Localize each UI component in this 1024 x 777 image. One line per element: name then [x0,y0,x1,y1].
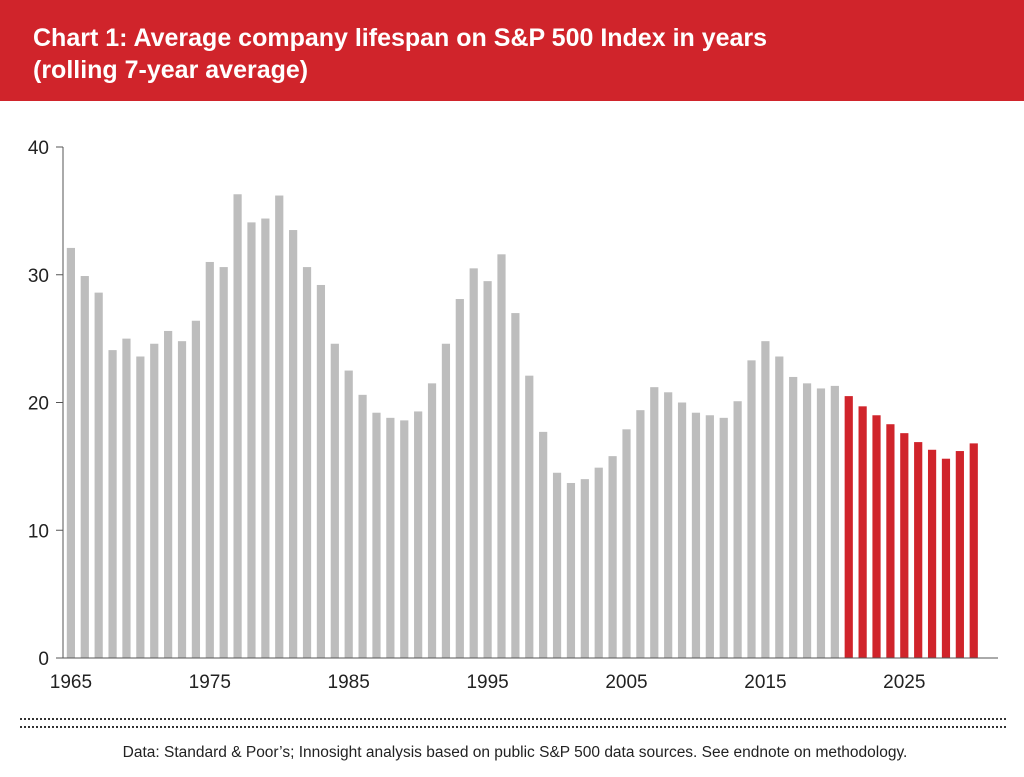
forecast-bar-2027 [927,449,937,658]
bar-1996 [497,254,506,658]
bar-2005 [622,429,631,658]
chart-subtitle: (rolling 7-year average) [33,56,309,84]
bar-1965 [66,247,75,659]
bar-1993 [455,299,464,658]
bar-2006 [636,410,645,658]
bar-2016 [775,356,784,658]
bar-2001 [566,482,576,658]
forecast-bar-2030 [969,443,978,658]
x-tick-label-1985: 1985 [328,672,370,693]
x-tick-label-2015: 2015 [744,672,786,693]
forecast-bar-2026 [914,442,923,658]
bar-1971 [150,343,159,658]
bar-1998 [525,375,534,658]
bar-1991 [427,383,437,658]
forecast-bar-2029 [955,451,964,658]
bar-1989 [400,420,409,658]
bar-2003 [594,467,603,658]
bar-2013 [733,401,742,658]
bar-1978 [247,222,256,658]
x-tick-label-1995: 1995 [466,672,508,693]
bar-1967 [94,292,103,658]
bar-2000 [552,472,562,658]
bar-2011 [705,415,714,658]
y-tick-label-10: 10 [28,521,49,542]
x-tick-label-1975: 1975 [189,672,231,693]
bar-2007 [650,387,659,658]
bar-2015 [761,341,770,658]
bar-chart: 0 10 20 30 40 1965 1975 1985 1995 2005 2015 2025 [28,138,998,693]
bar-1981 [289,230,298,659]
bar-2017 [789,376,798,658]
forecast-bar-2022 [858,406,867,658]
bar-2004 [608,456,617,658]
bar-1986 [358,394,367,658]
bar-1975 [205,261,214,658]
bar-2012 [719,417,728,658]
bar-1997 [511,313,520,658]
chart-title: Chart 1: Average company lifespan on S&P… [33,24,768,52]
bar-1979 [261,218,270,659]
bar-1974 [191,320,201,658]
y-tick-label-40: 40 [28,138,49,159]
bar-1970 [136,356,145,658]
footer-divider-bottom [20,726,1006,728]
bar-1973 [177,341,187,658]
bar-2002 [580,479,589,658]
bar-1969 [122,338,131,659]
bar-1980 [275,195,284,659]
bar-1992 [441,343,451,658]
bar-1994 [469,268,478,658]
forecast-bar-2025 [900,433,909,658]
bar-1982 [302,267,312,658]
bar-2020 [830,385,839,658]
bar-1995 [483,281,492,658]
x-tick-label-2005: 2005 [605,672,647,693]
x-tick-label-1965: 1965 [50,672,92,693]
footer-divider-top [20,718,1006,720]
bar-2008 [664,392,673,658]
bar-2014 [747,360,756,658]
source-note: Data: Standard & Poor’s; Innosight analy… [122,744,908,761]
bar-1966 [80,276,89,658]
bar-1977 [233,194,242,658]
bar-2019 [816,388,826,658]
forecast-bar-2023 [872,415,881,658]
y-tick-label-0: 0 [38,649,49,670]
bar-2018 [802,383,812,658]
bar-1976 [219,267,228,658]
bar-1999 [539,431,548,658]
x-tick-label-2025: 2025 [883,672,925,693]
bar-1985 [344,370,353,658]
forecast-bar-2021 [844,396,853,658]
bar-1968 [108,350,117,658]
bar-1984 [330,343,339,658]
forecast-bar-2028 [941,458,951,658]
bar-1988 [386,417,395,658]
chart-header: Chart 1: Average company lifespan on S&P… [0,0,1024,101]
bar-1987 [372,412,381,658]
bar-1983 [316,284,326,658]
chart-title-block: Chart 1: Average company lifespan on S&P… [33,22,993,86]
forecast-bar-2024 [886,424,895,658]
bar-1972 [164,330,173,658]
bar-1990 [414,411,423,658]
bar-2010 [691,412,701,658]
y-tick-label-30: 30 [28,266,49,287]
bar-2009 [677,402,687,658]
y-tick-label-20: 20 [28,394,49,415]
